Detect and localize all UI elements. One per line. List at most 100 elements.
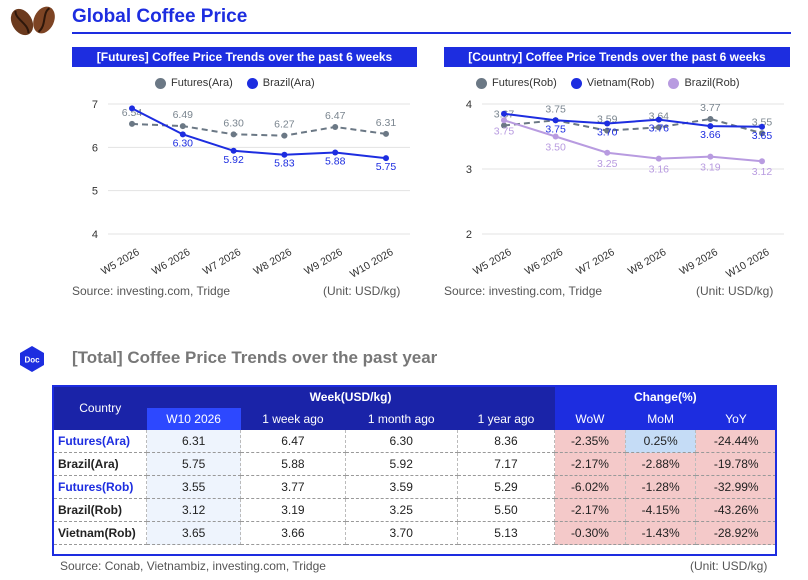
value-cell: 3.19	[240, 498, 346, 522]
x-tick-label: W6 2026	[523, 246, 566, 277]
data-point	[707, 115, 714, 122]
data-point	[604, 127, 611, 134]
table-row: Futures(Ara) 6.31 6.47 6.30 8.36 -2.35% …	[54, 430, 776, 453]
value-cell: 6.30	[345, 430, 458, 453]
data-point	[281, 151, 288, 158]
change-cell: -4.15%	[625, 498, 697, 522]
left-chart-unit: (Unit: USD/kg)	[323, 284, 401, 298]
value-cell: 6.31	[146, 430, 242, 453]
legend-item-futures-rob: Futures(Rob)	[476, 77, 557, 89]
data-label: 3.75	[545, 123, 566, 135]
left-chart-banner: [Futures] Coffee Price Trends over the p…	[72, 47, 417, 67]
series-line-brazil-ara	[131, 107, 387, 160]
data-label: 5.83	[274, 158, 295, 170]
value-cell: 3.65	[146, 521, 242, 545]
data-point	[230, 147, 237, 154]
x-tick-label: W5 2026	[471, 246, 514, 277]
data-point	[604, 120, 611, 127]
country-cell: Futures(Ara)	[54, 430, 147, 453]
value-cell: 8.36	[457, 430, 556, 453]
y-tick-label: 2	[466, 229, 472, 241]
legend-label: Futures(Ara)	[171, 77, 233, 89]
left-chart-source: Source: investing.com, Tridge	[72, 284, 231, 298]
data-point	[129, 120, 135, 127]
total-section-title: [Total] Coffee Price Trends over the pas…	[72, 348, 438, 367]
change-cell: -32.99%	[695, 475, 776, 499]
title-divider	[72, 32, 791, 34]
data-label: 6.30	[173, 137, 194, 149]
col-header-wow: WoW	[554, 408, 626, 430]
x-tick-label: W9 2026	[677, 246, 720, 277]
data-point	[230, 131, 237, 138]
left-chart-legend: Futures(Ara) Brazil(Ara)	[155, 77, 315, 89]
col-country-header: Country	[54, 386, 147, 430]
data-label: 3.16	[649, 164, 670, 176]
data-label: 3.50	[545, 142, 566, 154]
data-label: 3.55	[752, 116, 773, 128]
change-cell: -1.28%	[625, 475, 697, 499]
table-source: Source: Conab, Vietnambiz, investing.com…	[60, 559, 326, 573]
data-point	[759, 158, 765, 165]
y-tick-label: 3	[466, 164, 472, 176]
coffee-beans-icon	[10, 6, 55, 36]
value-cell: 3.70	[345, 521, 458, 545]
legend-marker	[476, 77, 487, 89]
week-group-header: Week(USD/kg)	[146, 386, 555, 408]
data-point	[332, 149, 339, 156]
data-point	[655, 124, 662, 131]
y-tick-label: 5	[92, 186, 98, 198]
data-point	[501, 110, 507, 117]
data-label: 5.75	[376, 161, 397, 173]
y-tick-label: 7	[92, 99, 98, 111]
data-point	[552, 133, 559, 140]
data-label: 3.75	[494, 125, 515, 137]
data-point	[501, 122, 507, 129]
value-cell: 3.66	[240, 521, 346, 545]
value-cell: 3.59	[345, 475, 458, 499]
change-group-header: Change(%)	[554, 386, 776, 408]
right-chart-unit: (Unit: USD/kg)	[696, 284, 774, 298]
data-label: 3.19	[700, 162, 721, 174]
legend-item-vietnam-rob: Vietnam(Rob)	[570, 77, 654, 89]
data-point	[655, 116, 662, 123]
data-point	[655, 155, 662, 162]
data-point	[383, 155, 389, 162]
x-tick-label: W7 2026	[201, 246, 244, 277]
data-label: 3.12	[752, 166, 773, 178]
data-label: 3.66	[700, 129, 721, 141]
data-label: 6.30	[223, 117, 244, 129]
x-tick-label: W10 2026	[348, 246, 396, 280]
value-cell: 3.77	[240, 475, 346, 499]
legend-item-brazil-rob: Brazil(Rob)	[668, 77, 739, 89]
legend-item-futures-ara: Futures(Ara)	[155, 77, 233, 89]
y-tick-label: 4	[92, 229, 98, 241]
table-row: Brazil(Ara) 5.75 5.88 5.92 7.17 -2.17% -…	[54, 452, 776, 476]
change-cell: -24.44%	[695, 430, 776, 453]
data-point	[281, 132, 288, 139]
page-title: Global Coffee Price	[72, 6, 248, 27]
series-line-futures-rob	[503, 117, 763, 135]
series-line-vietnam-rob	[503, 112, 763, 128]
data-label: 6.31	[376, 117, 397, 129]
series-line-futures-ara	[131, 122, 387, 137]
data-label: 3.25	[597, 158, 618, 170]
change-cell: -2.35%	[554, 430, 626, 453]
change-cell: -1.43%	[625, 521, 697, 545]
country-cell: Vietnam(Rob)	[54, 521, 147, 545]
value-cell: 5.50	[457, 498, 556, 522]
col-header-1-week-ago: 1 week ago	[240, 408, 346, 430]
change-cell: -19.78%	[695, 452, 776, 476]
x-tick-label: W6 2026	[150, 246, 193, 277]
y-tick-label: 6	[92, 142, 98, 154]
value-cell: 5.92	[345, 452, 458, 476]
data-label: 3.70	[597, 127, 618, 139]
table-row: Vietnam(Rob) 3.65 3.66 3.70 5.13 -0.30% …	[54, 521, 776, 545]
legend-marker	[246, 77, 258, 89]
data-point	[552, 117, 559, 124]
country-cell: Brazil(Rob)	[54, 498, 147, 522]
data-label: 3.65	[752, 130, 773, 142]
data-label: 5.88	[325, 156, 346, 168]
data-point	[179, 123, 186, 130]
data-point	[707, 123, 714, 130]
country-price-chart: 2 3 4 W5 2026 W6 2026 W7 2026 W8 2026 W9 2026 W1…	[466, 99, 784, 281]
